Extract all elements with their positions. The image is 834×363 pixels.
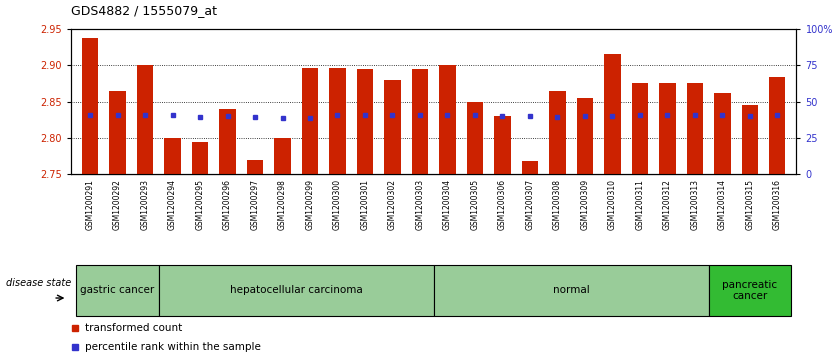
Bar xyxy=(440,65,455,174)
Text: GSM1200291: GSM1200291 xyxy=(86,179,94,230)
Text: GSM1200312: GSM1200312 xyxy=(663,179,672,230)
Bar xyxy=(576,98,593,174)
Bar xyxy=(549,91,565,174)
Text: GSM1200301: GSM1200301 xyxy=(360,179,369,230)
Bar xyxy=(329,68,346,174)
Bar xyxy=(604,54,620,174)
Bar xyxy=(434,265,709,316)
Text: GSM1200316: GSM1200316 xyxy=(773,179,781,230)
Bar xyxy=(659,83,676,174)
Bar xyxy=(631,83,648,174)
Text: GSM1200309: GSM1200309 xyxy=(580,179,590,230)
Text: percentile rank within the sample: percentile rank within the sample xyxy=(85,342,261,352)
Text: GSM1200311: GSM1200311 xyxy=(636,179,645,230)
Text: GSM1200292: GSM1200292 xyxy=(113,179,122,230)
Text: normal: normal xyxy=(553,285,590,295)
Text: GSM1200310: GSM1200310 xyxy=(608,179,617,230)
Text: GSM1200308: GSM1200308 xyxy=(553,179,562,230)
Text: GSM1200307: GSM1200307 xyxy=(525,179,535,230)
Text: GSM1200303: GSM1200303 xyxy=(415,179,425,230)
Bar xyxy=(741,105,758,174)
Bar xyxy=(494,116,510,174)
Text: GSM1200295: GSM1200295 xyxy=(195,179,204,230)
Text: GSM1200293: GSM1200293 xyxy=(141,179,149,230)
Text: GDS4882 / 1555079_at: GDS4882 / 1555079_at xyxy=(71,4,217,17)
Text: GSM1200313: GSM1200313 xyxy=(691,179,699,230)
Text: GSM1200315: GSM1200315 xyxy=(746,179,754,230)
Text: disease state: disease state xyxy=(7,278,72,288)
Text: GSM1200297: GSM1200297 xyxy=(250,179,259,230)
Bar xyxy=(709,265,791,316)
Bar xyxy=(274,138,291,174)
Text: GSM1200305: GSM1200305 xyxy=(470,179,480,230)
Text: hepatocellular carcinoma: hepatocellular carcinoma xyxy=(230,285,363,295)
Bar xyxy=(467,102,483,174)
Bar xyxy=(714,93,731,174)
Text: GSM1200300: GSM1200300 xyxy=(333,179,342,230)
Bar xyxy=(137,65,153,174)
Text: transformed count: transformed count xyxy=(85,323,183,333)
Bar xyxy=(164,138,181,174)
Bar xyxy=(686,83,703,174)
Bar xyxy=(192,142,208,174)
Text: GSM1200298: GSM1200298 xyxy=(278,179,287,230)
Text: GSM1200314: GSM1200314 xyxy=(718,179,726,230)
Bar xyxy=(302,68,319,174)
Text: GSM1200299: GSM1200299 xyxy=(305,179,314,230)
Bar xyxy=(109,91,126,174)
Bar xyxy=(158,265,434,316)
Bar xyxy=(357,69,373,174)
Text: pancreatic
cancer: pancreatic cancer xyxy=(722,280,777,301)
Text: gastric cancer: gastric cancer xyxy=(81,285,155,295)
Text: GSM1200296: GSM1200296 xyxy=(223,179,232,230)
Text: GSM1200306: GSM1200306 xyxy=(498,179,507,230)
Text: GSM1200294: GSM1200294 xyxy=(168,179,177,230)
Bar xyxy=(412,69,428,174)
Bar xyxy=(82,38,98,174)
Text: GSM1200304: GSM1200304 xyxy=(443,179,452,230)
Bar xyxy=(521,161,538,174)
Bar xyxy=(219,109,236,174)
Bar xyxy=(769,77,786,174)
Bar xyxy=(247,160,264,174)
Bar xyxy=(77,265,158,316)
Text: GSM1200302: GSM1200302 xyxy=(388,179,397,230)
Bar xyxy=(384,80,400,174)
